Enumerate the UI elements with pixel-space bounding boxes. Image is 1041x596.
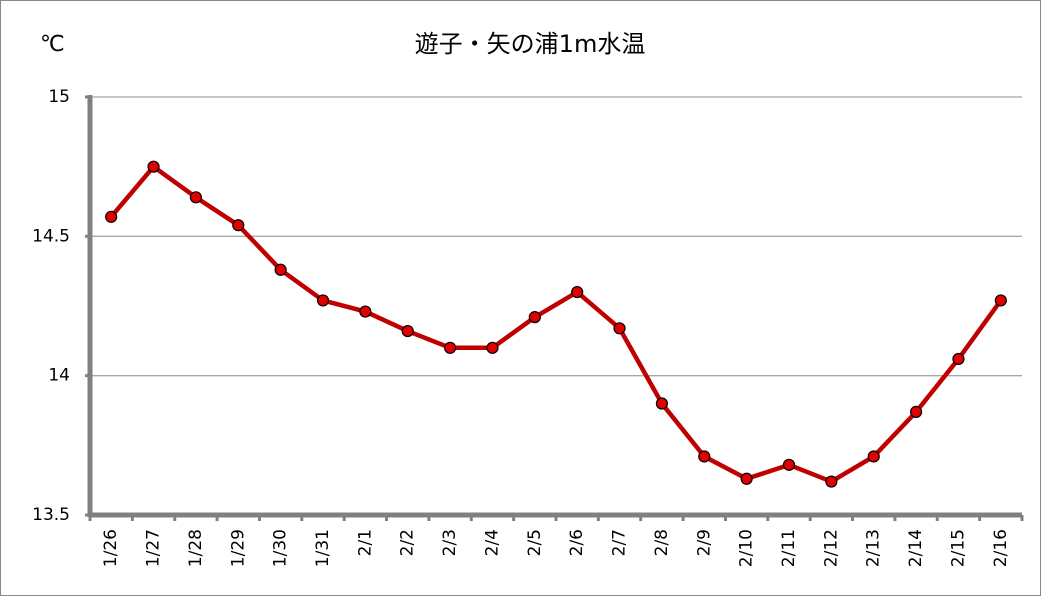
y-axis-label: ℃	[40, 32, 65, 57]
point	[443, 341, 457, 354]
point	[994, 294, 1007, 307]
point	[274, 263, 287, 276]
x-tick-label: 2/13	[864, 529, 884, 567]
point	[105, 210, 118, 223]
x-tick-label: 2/12	[821, 529, 841, 567]
x-tick-label: 1/31	[313, 529, 333, 567]
point	[359, 305, 372, 318]
point	[825, 475, 838, 488]
chart-title: 遊子・矢の浦1m水温	[415, 30, 646, 58]
x-tick-label: 2/11	[779, 529, 799, 567]
x-tick-label: 2/1	[355, 529, 375, 556]
y-tick-label: 15	[48, 87, 70, 107]
point	[613, 322, 626, 335]
x-tick-label: 2/14	[906, 529, 926, 567]
point	[401, 324, 414, 338]
x-tick-label: 2/3	[440, 529, 460, 556]
x-tick-label: 1/28	[186, 529, 206, 567]
y-tick-label: 14.5	[32, 226, 70, 246]
x-tick-label: 2/6	[567, 529, 587, 556]
point	[952, 352, 965, 366]
point	[740, 472, 753, 485]
point	[189, 191, 203, 204]
point	[486, 341, 499, 354]
x-tick-label: 2/15	[948, 529, 968, 567]
x-tick-label: 1/27	[144, 529, 164, 567]
point	[867, 450, 880, 463]
x-tick-label: 1/26	[101, 529, 121, 567]
point	[147, 160, 160, 173]
x-tick-label: 2/10	[737, 529, 757, 567]
point	[782, 458, 796, 471]
x-tick-label: 2/4	[482, 529, 502, 556]
point	[528, 311, 541, 324]
x-tick-label: 2/5	[525, 529, 545, 556]
line	[109, 164, 1003, 484]
x-tick-label: 2/7	[610, 529, 630, 556]
point	[909, 405, 923, 418]
point	[655, 397, 669, 410]
point	[232, 219, 245, 232]
x-tick-label: 2/16	[991, 529, 1011, 567]
x-tick-label: 2/9	[694, 529, 714, 556]
point	[698, 450, 711, 463]
x-tick-label: 1/30	[271, 529, 291, 567]
x-tick-label: 1/29	[228, 529, 248, 567]
y-tick-label: 14	[48, 366, 70, 386]
x-tick-label: 2/8	[652, 529, 672, 556]
point	[316, 294, 330, 307]
x-tick-label: 2/2	[398, 529, 418, 556]
point	[571, 285, 584, 299]
y-tick-label: 13.5	[32, 505, 70, 525]
